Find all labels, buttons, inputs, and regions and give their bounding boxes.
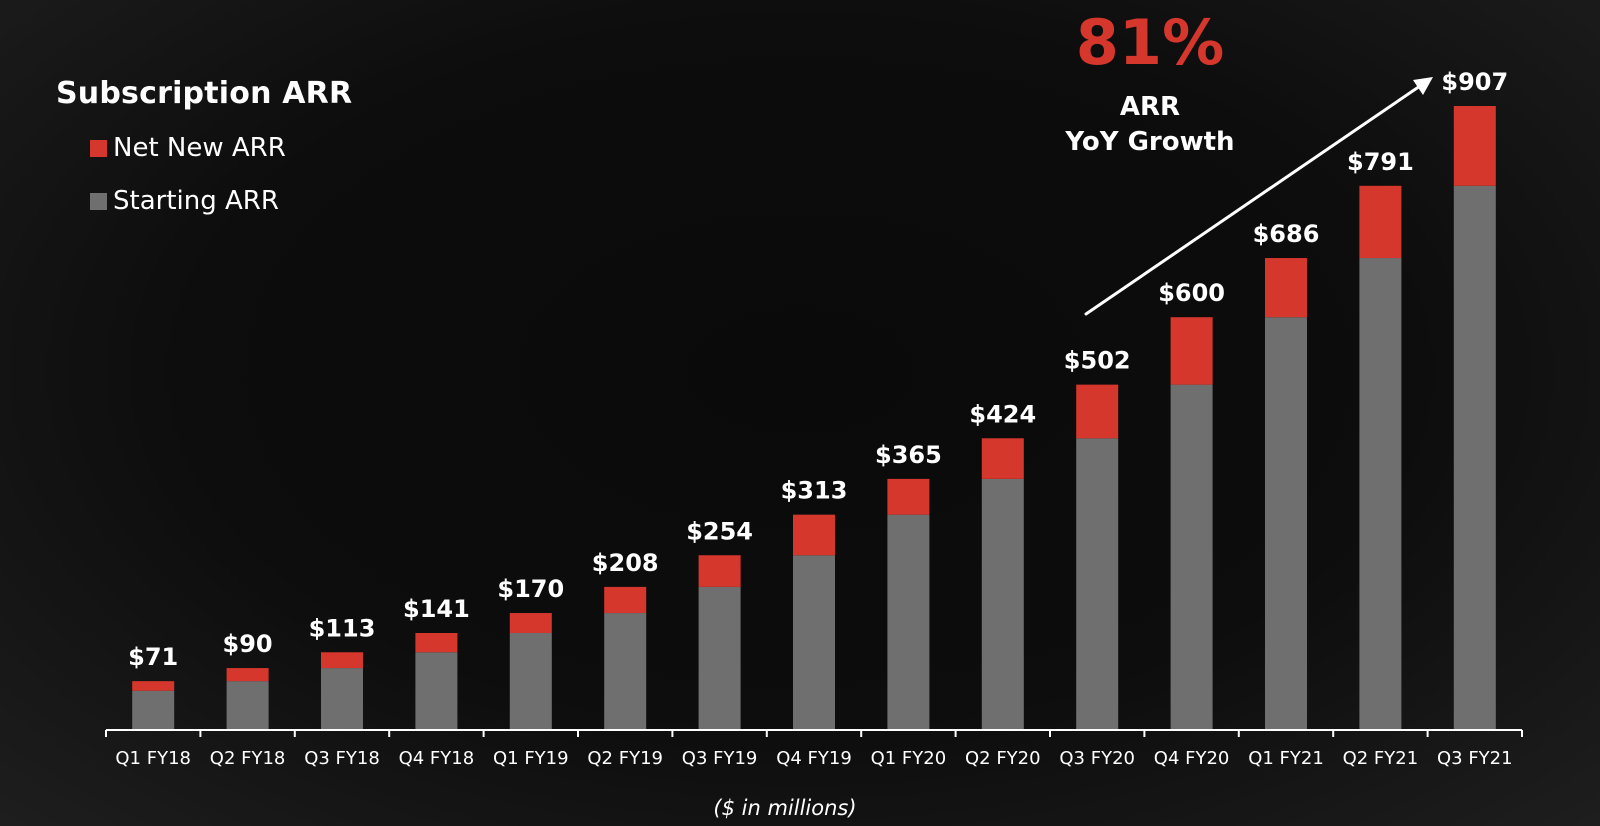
x-tick-label: Q1 FY18: [115, 748, 191, 769]
legend-title: Subscription ARR: [56, 76, 353, 111]
bar-total-label: $208: [592, 549, 659, 577]
bar-starting-arr: [1076, 438, 1119, 730]
bar-net-new-arr: [1265, 258, 1307, 318]
bar-net-new-arr: [981, 438, 1024, 479]
unit-note: ($ in millions): [713, 796, 857, 820]
bar-net-new-arr: [887, 478, 930, 515]
bar-total-label: $791: [1347, 148, 1414, 176]
bar-starting-arr: [698, 586, 741, 730]
bar-net-new-arr: [415, 632, 458, 653]
bar-total-label: $90: [223, 630, 273, 658]
growth-label-arr: ARR: [1119, 92, 1181, 122]
legend-item-net-new: Net New ARR: [90, 133, 286, 163]
x-tick-label: Q1 FY21: [1248, 748, 1324, 769]
bar-net-new-arr: [226, 668, 269, 682]
x-tick-label: Q2 FY18: [210, 748, 286, 769]
bar-total-label: $170: [497, 575, 564, 603]
legend-label-starting: Starting ARR: [113, 186, 279, 216]
bar-net-new-arr: [793, 514, 835, 556]
legend-item-starting: Starting ARR: [90, 186, 279, 216]
bar-total-label: $424: [969, 400, 1036, 428]
bar-starting-arr: [132, 690, 175, 730]
bar-total-label: $113: [309, 614, 376, 642]
legend-swatch-net-new: [90, 139, 107, 157]
arrow-up-right-icon-shaft: [1084, 84, 1422, 316]
bar-net-new-arr: [321, 652, 363, 669]
bar-total-label: $600: [1158, 279, 1225, 307]
bar-total-label: $502: [1064, 347, 1131, 375]
x-tick-label: Q2 FY20: [965, 748, 1041, 769]
bar-net-new-arr: [1359, 185, 1402, 259]
x-tick-label: Q4 FY19: [776, 748, 852, 769]
x-tick-label: Q4 FY20: [1154, 748, 1230, 769]
bar-total-label: $254: [686, 517, 753, 545]
growth-percentage: 81%: [1075, 6, 1225, 79]
bar-starting-arr: [321, 668, 363, 730]
x-tick-label: Q3 FY20: [1059, 748, 1135, 769]
bar-starting-arr: [1265, 317, 1307, 730]
bar-starting-arr: [793, 555, 835, 730]
bar-starting-arr: [1359, 258, 1402, 730]
bar-total-label: $313: [781, 477, 848, 505]
bar-total-label: $907: [1441, 68, 1508, 96]
bar-starting-arr: [226, 681, 269, 730]
bar-starting-arr: [1453, 185, 1496, 730]
bar-net-new-arr: [1170, 317, 1213, 385]
x-tick-label: Q1 FY20: [871, 748, 947, 769]
bar-net-new-arr: [604, 586, 647, 614]
x-tick-label: Q2 FY19: [587, 748, 663, 769]
bar-starting-arr: [1170, 384, 1213, 730]
bar-starting-arr: [415, 652, 458, 730]
bar-starting-arr: [509, 632, 552, 730]
legend-swatch-starting: [90, 192, 107, 210]
bar-net-new-arr: [1076, 384, 1119, 439]
growth-label-yoy: YoY Growth: [1065, 127, 1235, 157]
bar-starting-arr: [887, 514, 930, 730]
bar-total-label: $365: [875, 441, 942, 469]
bar-net-new-arr: [698, 555, 741, 587]
x-tick-label: Q3 FY21: [1437, 748, 1513, 769]
x-tick-label: Q4 FY18: [399, 748, 475, 769]
arrow-up-right-icon: [1413, 77, 1433, 95]
bar-starting-arr: [981, 478, 1024, 730]
legend-label-net-new: Net New ARR: [113, 133, 286, 163]
x-tick-label: Q3 FY18: [304, 748, 380, 769]
bar-net-new-arr: [509, 613, 552, 633]
bar-starting-arr: [604, 613, 647, 730]
x-tick-label: Q2 FY21: [1343, 748, 1419, 769]
bar-net-new-arr: [1453, 106, 1496, 186]
bar-total-label: $71: [128, 643, 178, 671]
bar-total-label: $141: [403, 595, 470, 623]
x-tick-label: Q1 FY19: [493, 748, 569, 769]
bar-net-new-arr: [132, 681, 175, 691]
x-tick-label: Q3 FY19: [682, 748, 758, 769]
bar-total-label: $686: [1253, 220, 1320, 248]
